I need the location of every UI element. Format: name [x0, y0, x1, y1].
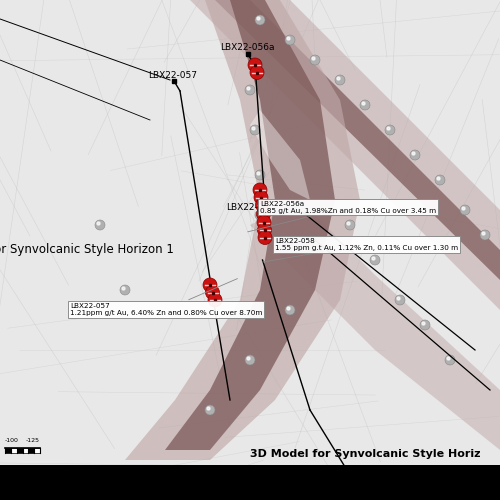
Circle shape [256, 207, 270, 221]
Circle shape [437, 177, 440, 180]
Circle shape [95, 220, 105, 230]
Text: LBX22-056a
0.85 g/t Au, 1.98%Zn and 0.18% Cu over 3.45 m: LBX22-056a 0.85 g/t Au, 1.98%Zn and 0.18… [248, 200, 436, 232]
Circle shape [248, 58, 262, 72]
Circle shape [255, 170, 265, 180]
Circle shape [395, 295, 405, 305]
Circle shape [245, 355, 255, 365]
Polygon shape [165, 0, 335, 450]
Bar [16, 448, 22, 452]
Bar [11, 448, 16, 452]
Circle shape [435, 175, 445, 185]
Circle shape [257, 17, 260, 20]
Polygon shape [125, 0, 360, 460]
Circle shape [247, 87, 250, 90]
Circle shape [372, 257, 375, 260]
Circle shape [253, 183, 267, 197]
Circle shape [462, 207, 465, 210]
Circle shape [287, 307, 290, 310]
Circle shape [287, 37, 290, 40]
Circle shape [120, 285, 130, 295]
Circle shape [257, 212, 260, 215]
Text: 3D Model for Synvolcanic Style Horiz: 3D Model for Synvolcanic Style Horiz [250, 449, 480, 459]
Circle shape [360, 100, 370, 110]
Text: LBX22-057
1.21ppm g/t Au, 6.40% Zn and 0.80% Cu over 8.70m: LBX22-057 1.21ppm g/t Au, 6.40% Zn and 0… [70, 278, 262, 316]
Circle shape [310, 55, 320, 65]
Circle shape [410, 150, 420, 160]
Circle shape [347, 222, 350, 225]
Circle shape [335, 75, 345, 85]
Circle shape [250, 125, 260, 135]
Bar [0, 465, 500, 500]
Bar [5, 448, 11, 452]
Circle shape [256, 198, 270, 212]
Circle shape [97, 222, 100, 225]
Circle shape [337, 77, 340, 80]
Circle shape [252, 127, 255, 130]
Circle shape [247, 357, 250, 360]
Bar [22, 448, 28, 452]
Text: LBX22-05: LBX22-05 [226, 204, 269, 212]
Text: LBX22-057: LBX22-057 [148, 71, 197, 80]
Circle shape [397, 297, 400, 300]
Text: for Synvolcanic Style Horizon 1: for Synvolcanic Style Horizon 1 [0, 244, 174, 256]
Circle shape [385, 125, 395, 135]
Text: LBX22-056a: LBX22-056a [220, 44, 275, 52]
Text: LBX22-058
1.55 ppm g.t Au, 1.12% Zn, 0.11% Cu over 1.30 m: LBX22-058 1.55 ppm g.t Au, 1.12% Zn, 0.1… [262, 238, 458, 262]
Circle shape [387, 127, 390, 130]
Circle shape [422, 322, 425, 325]
Circle shape [257, 216, 271, 230]
Circle shape [412, 152, 415, 155]
Circle shape [312, 57, 315, 60]
Circle shape [445, 355, 455, 365]
Circle shape [250, 66, 264, 80]
Circle shape [258, 223, 272, 237]
Circle shape [205, 405, 215, 415]
Polygon shape [190, 0, 500, 310]
Polygon shape [250, 200, 500, 450]
Circle shape [245, 85, 255, 95]
Circle shape [258, 230, 272, 244]
Bar [34, 448, 40, 452]
Circle shape [257, 172, 260, 175]
Circle shape [362, 102, 365, 105]
Circle shape [447, 357, 450, 360]
Bar [28, 448, 34, 452]
Circle shape [254, 190, 268, 204]
Circle shape [203, 278, 217, 292]
Circle shape [420, 320, 430, 330]
Circle shape [207, 407, 210, 410]
Circle shape [482, 232, 485, 235]
Circle shape [285, 305, 295, 315]
Circle shape [285, 35, 295, 45]
Circle shape [370, 255, 380, 265]
Circle shape [460, 205, 470, 215]
Circle shape [255, 15, 265, 25]
Circle shape [208, 293, 222, 307]
Circle shape [122, 287, 125, 290]
Circle shape [480, 230, 490, 240]
Polygon shape [250, 110, 310, 200]
Circle shape [345, 220, 355, 230]
Polygon shape [215, 0, 500, 280]
Text: -100: -100 [5, 438, 19, 442]
Circle shape [206, 286, 220, 300]
Circle shape [255, 210, 265, 220]
Text: -125: -125 [26, 438, 40, 442]
